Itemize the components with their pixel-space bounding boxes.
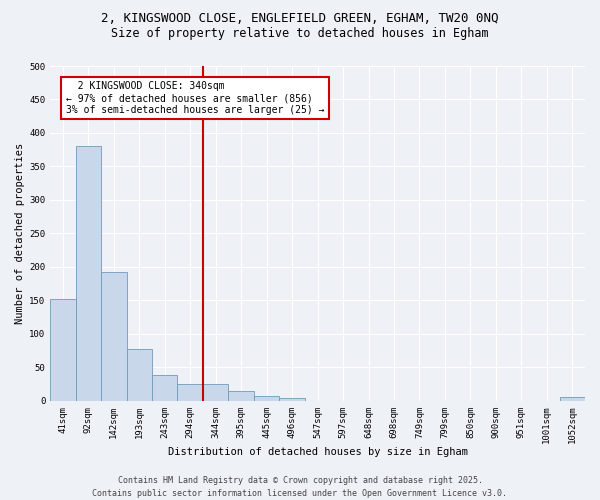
Text: 2 KINGSWOOD CLOSE: 340sqm  
← 97% of detached houses are smaller (856)
3% of sem: 2 KINGSWOOD CLOSE: 340sqm ← 97% of detac… (66, 82, 325, 114)
Bar (127, 350, 152, 401)
Bar (50, 299, 76, 401)
Bar (203, 384, 229, 401)
Text: Contains HM Land Registry data © Crown copyright and database right 2025.
Contai: Contains HM Land Registry data © Crown c… (92, 476, 508, 498)
X-axis label: Distribution of detached houses by size in Egham: Distribution of detached houses by size … (167, 448, 467, 458)
Bar (152, 376, 178, 401)
Text: 2, KINGSWOOD CLOSE, ENGLEFIELD GREEN, EGHAM, TW20 0NQ: 2, KINGSWOOD CLOSE, ENGLEFIELD GREEN, EG… (101, 12, 499, 26)
Text: Size of property relative to detached houses in Egham: Size of property relative to detached ho… (111, 28, 489, 40)
Bar (229, 391, 254, 401)
Bar (560, 398, 585, 401)
Bar (76, 146, 101, 401)
Bar (178, 384, 203, 401)
Bar (280, 398, 305, 401)
Bar (254, 396, 280, 401)
Bar (101, 272, 127, 401)
Y-axis label: Number of detached properties: Number of detached properties (15, 143, 25, 324)
